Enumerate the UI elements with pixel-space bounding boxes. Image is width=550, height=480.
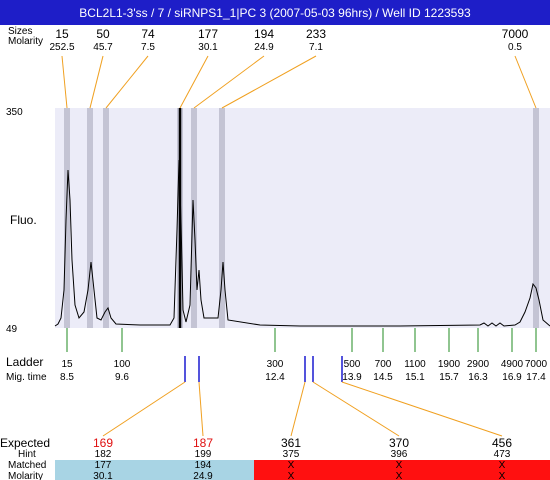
y-min-label: 49 <box>6 324 18 335</box>
ladder-migtime: 16.3 <box>468 372 488 383</box>
header-title: BCL2L1-3'ss / 7 / siRNPS1_1|PC 3 (2007-0… <box>79 6 471 20</box>
peak-size: 177 <box>198 27 218 41</box>
migtime-label: Mig. time <box>6 372 47 383</box>
peak-size: 50 <box>96 27 110 41</box>
expected-connector <box>198 381 204 437</box>
expected-connector <box>312 381 400 437</box>
peak-connector <box>193 55 265 109</box>
ladder-migtime: 17.4 <box>526 372 546 383</box>
matched-size: X <box>499 460 506 471</box>
peak-connector <box>179 55 209 109</box>
matched-size: 177 <box>95 460 112 471</box>
plot-area <box>55 108 550 328</box>
y-max-label: 350 <box>6 107 23 118</box>
ladder-labels: 15 8.5 100 9.6 300 12.4 500 13.9 700 14.5 1100 15.1… <box>60 359 548 383</box>
expected-position-ticks <box>184 356 343 382</box>
ladder-size: 500 <box>344 359 361 370</box>
peak-size: 233 <box>306 27 326 41</box>
hint-size: 396 <box>391 449 408 460</box>
matched-molarity: X <box>396 471 403 480</box>
ladder-size: 7000 <box>525 359 548 370</box>
ladder-migtime: 13.9 <box>342 372 362 383</box>
hint-size: 375 <box>283 449 300 460</box>
peak-connector <box>61 55 68 109</box>
row-molarity-label: Molarity <box>8 471 43 480</box>
peak-connector <box>221 55 317 109</box>
expected-connectors <box>102 381 503 437</box>
ladder-label: Ladder <box>6 355 43 369</box>
matched-molarity: X <box>288 471 295 480</box>
ladder-size: 2900 <box>467 359 490 370</box>
sizes-label: Sizes <box>8 26 32 37</box>
expected-size: 361 <box>281 436 301 450</box>
matched-size: X <box>288 460 295 471</box>
hint-size: 182 <box>95 449 112 460</box>
expected-connector <box>290 381 306 437</box>
peak-molarity: 0.5 <box>508 42 522 53</box>
header: BCL2L1-3'ss / 7 / siRNPS1_1|PC 3 (2007-0… <box>0 0 550 25</box>
peak-molarity: 252.5 <box>49 42 74 53</box>
hint-label: Hint <box>18 449 36 460</box>
matched-molarity: 30.1 <box>93 471 113 480</box>
fluorescence-trace <box>54 159 550 327</box>
ladder-migtime: 9.6 <box>115 372 129 383</box>
matched-row-bg <box>55 460 254 480</box>
expected-size: 187 <box>193 436 213 450</box>
matched-molarity: X <box>499 471 506 480</box>
ladder-size: 100 <box>114 359 131 370</box>
peak-connector <box>514 55 537 109</box>
peak-connector <box>105 55 149 109</box>
ladder-size: 700 <box>375 359 392 370</box>
peak-band <box>533 108 539 328</box>
peak-size: 15 <box>55 27 69 41</box>
expected-size: 169 <box>93 436 113 450</box>
peak-band <box>103 108 109 328</box>
ladder-migtime: 12.4 <box>265 372 285 383</box>
y-axis-label: Fluo. <box>10 213 37 227</box>
peak-connector <box>89 55 104 109</box>
ladder-size: 4900 <box>501 359 524 370</box>
ladder-migtime: 14.5 <box>373 372 393 383</box>
peak-band <box>64 108 70 328</box>
peak-molarity: 7.1 <box>309 42 323 53</box>
expected-connector <box>102 381 186 437</box>
expected-size: 456 <box>492 436 512 450</box>
ladder-migtime: 8.5 <box>60 372 74 383</box>
expected-connector <box>341 381 503 437</box>
matched-label: Matched <box>8 460 46 471</box>
ladder-migtime: 15.1 <box>405 372 425 383</box>
molarity-label: Molarity <box>8 36 43 47</box>
ladder-migtime: 16.9 <box>502 372 522 383</box>
peak-size: 7000 <box>502 27 529 41</box>
ladder-migtime: 15.7 <box>439 372 459 383</box>
ladder-size: 1100 <box>404 359 426 370</box>
hint-size: 473 <box>494 449 511 460</box>
peak-size: 194 <box>254 27 274 41</box>
peak-connectors <box>61 55 537 109</box>
matched-size: X <box>396 460 403 471</box>
ladder-size: 15 <box>61 359 73 370</box>
ladder-size: 300 <box>267 359 284 370</box>
hint-size: 199 <box>195 449 212 460</box>
ladder-size: 1900 <box>438 359 461 370</box>
ladder-ticks <box>66 328 537 352</box>
peak-size: 74 <box>141 27 155 41</box>
matched-molarity: 24.9 <box>193 471 213 480</box>
expected-label: Expected <box>0 436 50 450</box>
header-bar <box>0 0 550 25</box>
peak-band <box>87 108 93 328</box>
peak-molarity: 7.5 <box>141 42 155 53</box>
missing-row-bg <box>254 460 550 480</box>
peak-band <box>219 108 225 328</box>
matched-size: 194 <box>195 460 212 471</box>
expected-columns: 16918217730.118719919424.9361375XX370396… <box>93 436 512 480</box>
peak-molarity: 30.1 <box>198 42 218 53</box>
peak-molarity: 45.7 <box>93 42 113 53</box>
expected-size: 370 <box>389 436 409 450</box>
peak-molarity: 24.9 <box>254 42 274 53</box>
